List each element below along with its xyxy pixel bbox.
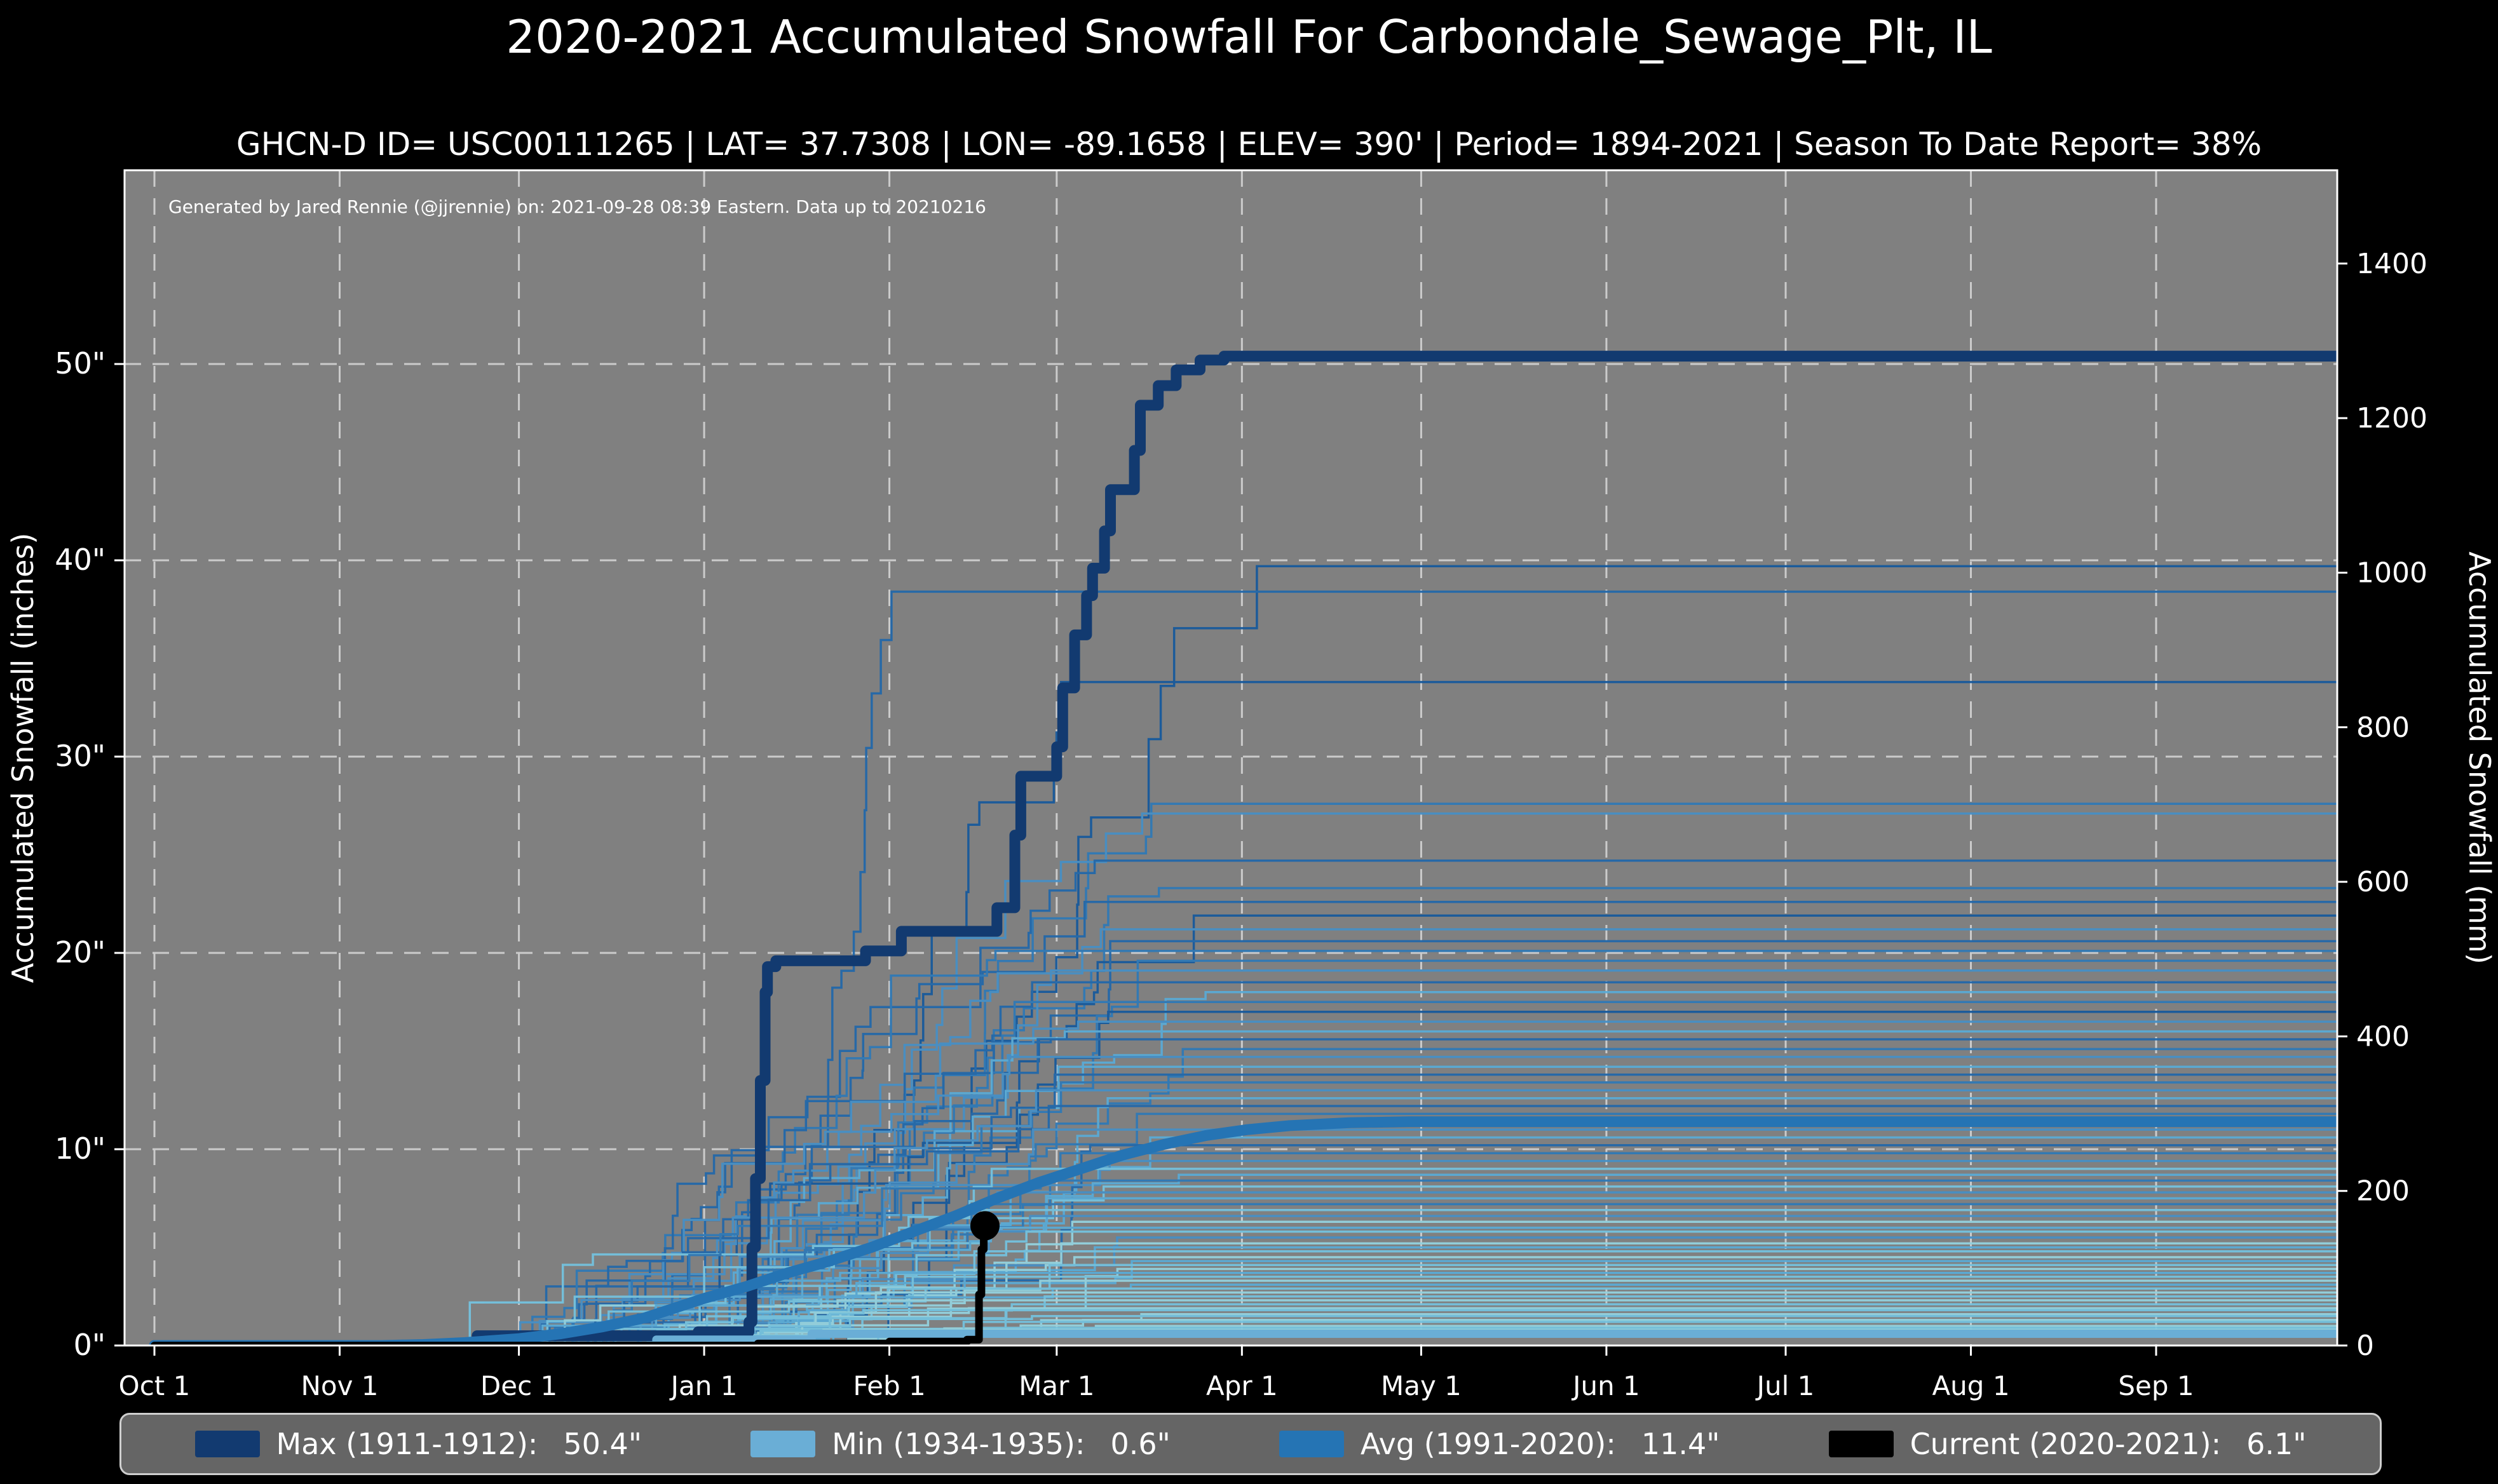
min-1934-1935--line — [150, 1330, 2337, 1346]
x-tick-label: Aug 1 — [1932, 1370, 2009, 1401]
historical-season-line — [684, 1246, 2337, 1346]
x-tick-label: Jan 1 — [669, 1370, 738, 1401]
y-left-tick-label: 0" — [74, 1328, 105, 1362]
legend-swatch-current — [1828, 1431, 1894, 1457]
historical-season-line — [606, 1020, 2337, 1346]
x-tick-label: Nov 1 — [301, 1370, 378, 1401]
y-left-tick-label: 30" — [55, 739, 105, 773]
historical-season-line — [756, 802, 2337, 1346]
gridlines — [125, 170, 2337, 1346]
y-left-tick-label: 50" — [55, 346, 105, 381]
legend-label-min: Min (1934-1935): — [832, 1427, 1085, 1461]
y-right-tick-label: 1400 — [2356, 248, 2427, 280]
x-tick-label: Oct 1 — [119, 1370, 191, 1401]
max-1911-1912--line — [149, 351, 2337, 1346]
station-metadata-subtitle: GHCN-D ID= USC00111265 | LAT= 37.7308 | … — [236, 126, 2262, 163]
legend-swatch-avg — [1279, 1431, 1344, 1457]
y-left-tick-label: 40" — [55, 543, 105, 577]
historical-season-line — [468, 1168, 2337, 1346]
axis-ticks — [114, 262, 2347, 1356]
x-tick-label: Apr 1 — [1206, 1370, 1278, 1401]
y-right-tick-label: 400 — [2356, 1020, 2410, 1053]
historical-season-line — [571, 981, 2337, 1346]
legend-value-min: 0.6" — [1110, 1427, 1171, 1461]
historical-season-line — [597, 1089, 2337, 1346]
chart-legend: Max (1911-1912): 50.4" Min (1934-1935): … — [119, 1413, 2382, 1475]
historical-season-line — [846, 680, 2337, 1346]
avg-1991-2020--line — [149, 1116, 2337, 1346]
x-tick-label: Mar 1 — [1019, 1370, 1094, 1401]
y-right-axis-title: Accumulated Snowfall (mm) — [2462, 551, 2497, 964]
x-tick-label: Jun 1 — [1571, 1370, 1640, 1401]
legend-item-avg: Avg (1991-2020): 11.4" — [1279, 1427, 1720, 1461]
historical-season-line — [519, 1056, 2337, 1346]
page-title: 2020-2021 Accumulated Snowfall For Carbo… — [506, 10, 1992, 64]
historical-season-line — [531, 950, 2337, 1346]
y-right-tick-label: 1000 — [2356, 556, 2427, 589]
legend-value-max: 50.4" — [563, 1427, 642, 1461]
legend-label-max: Max (1911-1912): — [276, 1427, 538, 1461]
current-end-marker — [970, 1211, 1000, 1241]
x-tick-label: Jul 1 — [1755, 1370, 1815, 1401]
legend-label-current: Current (2020-2021): — [1910, 1427, 2222, 1461]
x-tick-label: Sep 1 — [2118, 1370, 2194, 1401]
historical-season-line — [608, 1287, 2337, 1346]
y-right-tick-label: 600 — [2356, 866, 2410, 898]
legend-item-current: Current (2020-2021): 6.1" — [1828, 1427, 2307, 1461]
historical-season-line — [667, 1030, 2337, 1346]
legend-swatch-max — [194, 1431, 260, 1457]
historical-season-line — [613, 1179, 2337, 1346]
x-tick-label: Feb 1 — [853, 1370, 925, 1401]
historical-season-line — [745, 887, 2337, 1346]
historical-season-line — [737, 590, 2337, 1346]
y-right-tick-label: 0 — [2356, 1330, 2374, 1362]
historical-season-line — [594, 1073, 2337, 1346]
x-tick-label: Dec 1 — [480, 1370, 557, 1401]
historical-season-line — [887, 565, 2337, 1346]
y-left-tick-label: 20" — [55, 935, 105, 969]
y-right-tick-label: 800 — [2356, 712, 2410, 744]
y-left-tick-label: 10" — [55, 1131, 105, 1166]
current-2020-2021--line — [151, 1222, 989, 1346]
legend-value-current: 6.1" — [2246, 1427, 2307, 1461]
y-right-tick-label: 200 — [2356, 1175, 2410, 1208]
legend-swatch-min — [750, 1431, 816, 1457]
historical-season-line — [548, 1038, 2337, 1346]
historical-season-line — [753, 1226, 2337, 1346]
historical-season-line — [538, 1128, 2337, 1346]
y-left-axis-title: Accumulated Snowfall (inches) — [6, 533, 40, 983]
y-right-tick-label: 1200 — [2356, 402, 2427, 435]
legend-item-min: Min (1934-1935): 0.6" — [750, 1427, 1171, 1461]
legend-label-avg: Avg (1991-2020): — [1360, 1427, 1616, 1461]
x-tick-label: May 1 — [1381, 1370, 1462, 1401]
historical-season-line — [573, 928, 2337, 1346]
legend-value-avg: 11.4" — [1641, 1427, 1720, 1461]
historical-season-line — [737, 1173, 2337, 1346]
plot-border — [123, 169, 2338, 1347]
legend-item-max: Max (1911-1912): 50.4" — [194, 1427, 642, 1461]
attribution-text: Generated by Jared Rennie (@jjrennie) on… — [168, 196, 986, 217]
